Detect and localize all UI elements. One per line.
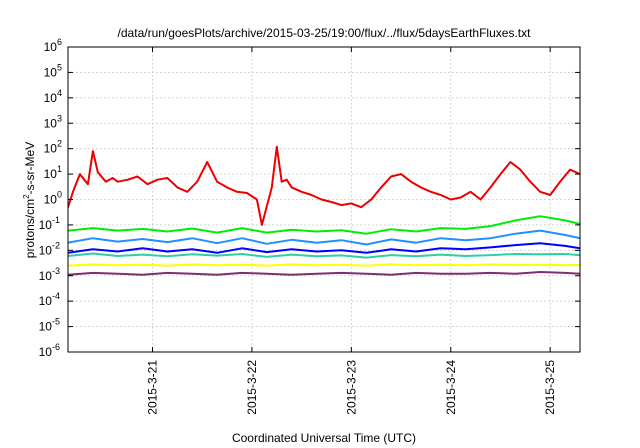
y-tick-label-exponent: 1: [57, 164, 62, 174]
series-group: [68, 145, 580, 276]
x-tick-label: 2015-3-21: [146, 360, 160, 415]
y-tick-label-exponent: -2: [52, 240, 60, 250]
y-tick-label: 10-5: [39, 317, 60, 334]
y-tick-label-base: 10: [44, 65, 58, 79]
series-line-1: [68, 271, 580, 276]
y-tick-label-exponent: -4: [52, 291, 60, 301]
y-tick-label-base: 10: [39, 269, 53, 283]
y-axis-label-main: protons/cm: [23, 199, 37, 258]
x-axis-label: Coordinated Universal Time (UTC): [232, 431, 416, 445]
y-tick-label-base: 10: [44, 40, 58, 54]
series-line-2: [68, 263, 580, 267]
y-tick-labels: 10-610-510-410-310-210-11001011021031041…: [39, 37, 62, 359]
y-axis-label-unit: -s-sr-MeV: [23, 142, 37, 195]
y-tick-label: 10-4: [39, 291, 60, 308]
y-tick-label-base: 10: [39, 294, 53, 308]
y-tick-label-base: 10: [39, 243, 53, 257]
series-line-4: [68, 242, 580, 254]
y-tick-label: 101: [44, 164, 62, 181]
y-tick-label-base: 10: [39, 320, 53, 334]
y-tick-label-exponent: 2: [57, 139, 62, 149]
y-tick-label-exponent: 0: [57, 190, 62, 200]
y-tick-label-exponent: 3: [57, 113, 62, 123]
chart-title: /data/run/goesPlots/archive/2015-03-25/1…: [118, 26, 532, 40]
series-line-5: [68, 229, 580, 246]
series-line-6: [68, 215, 580, 235]
x-tick-labels: 2015-3-21 2015-3-22 2015-3-23 2015-3-24 2015…: [146, 360, 558, 415]
y-tick-label: 104: [44, 88, 62, 105]
y-tick-label-exponent: -1: [52, 215, 60, 225]
y-axis-label: protons/cm2-s-sr-MeV: [22, 142, 37, 258]
y-tick-label: 102: [44, 139, 62, 156]
y-tick-label: 105: [44, 62, 62, 79]
y-axis-label-superscript: 2: [22, 194, 31, 199]
y-tick-label-base: 10: [44, 193, 58, 207]
y-tick-label: 10-3: [39, 266, 60, 283]
y-tick-label: 106: [44, 37, 62, 54]
y-tick-label-base: 10: [39, 345, 53, 359]
y-tick-label-base: 10: [44, 116, 58, 130]
x-tick-label: 2015-3-22: [245, 360, 259, 415]
x-tick-label: 2015-3-23: [344, 360, 358, 415]
axis-ticks: [68, 46, 580, 353]
y-tick-label-base: 10: [44, 142, 58, 156]
y-tick-label-exponent: 5: [57, 62, 62, 72]
y-tick-label-base: 10: [39, 218, 53, 232]
x-tick-label: 2015-3-25: [543, 360, 557, 415]
y-tick-label: 10-2: [39, 240, 60, 257]
y-tick-label: 100: [44, 190, 62, 207]
y-tick-label-exponent: 4: [57, 88, 62, 98]
y-tick-label-exponent: -5: [52, 317, 60, 327]
series-line-7: [68, 145, 580, 226]
y-tick-label-exponent: -6: [52, 342, 60, 352]
y-tick-label-exponent: 6: [57, 37, 62, 47]
series-line-3: [68, 252, 580, 259]
y-tick-label: 10-1: [39, 215, 60, 232]
y-tick-label: 103: [44, 113, 62, 130]
y-tick-label-base: 10: [44, 167, 58, 181]
y-tick-label-exponent: -3: [52, 266, 60, 276]
y-tick-label-base: 10: [44, 91, 58, 105]
y-tick-label: 10-6: [39, 342, 60, 359]
x-tick-label: 2015-3-24: [444, 360, 458, 415]
